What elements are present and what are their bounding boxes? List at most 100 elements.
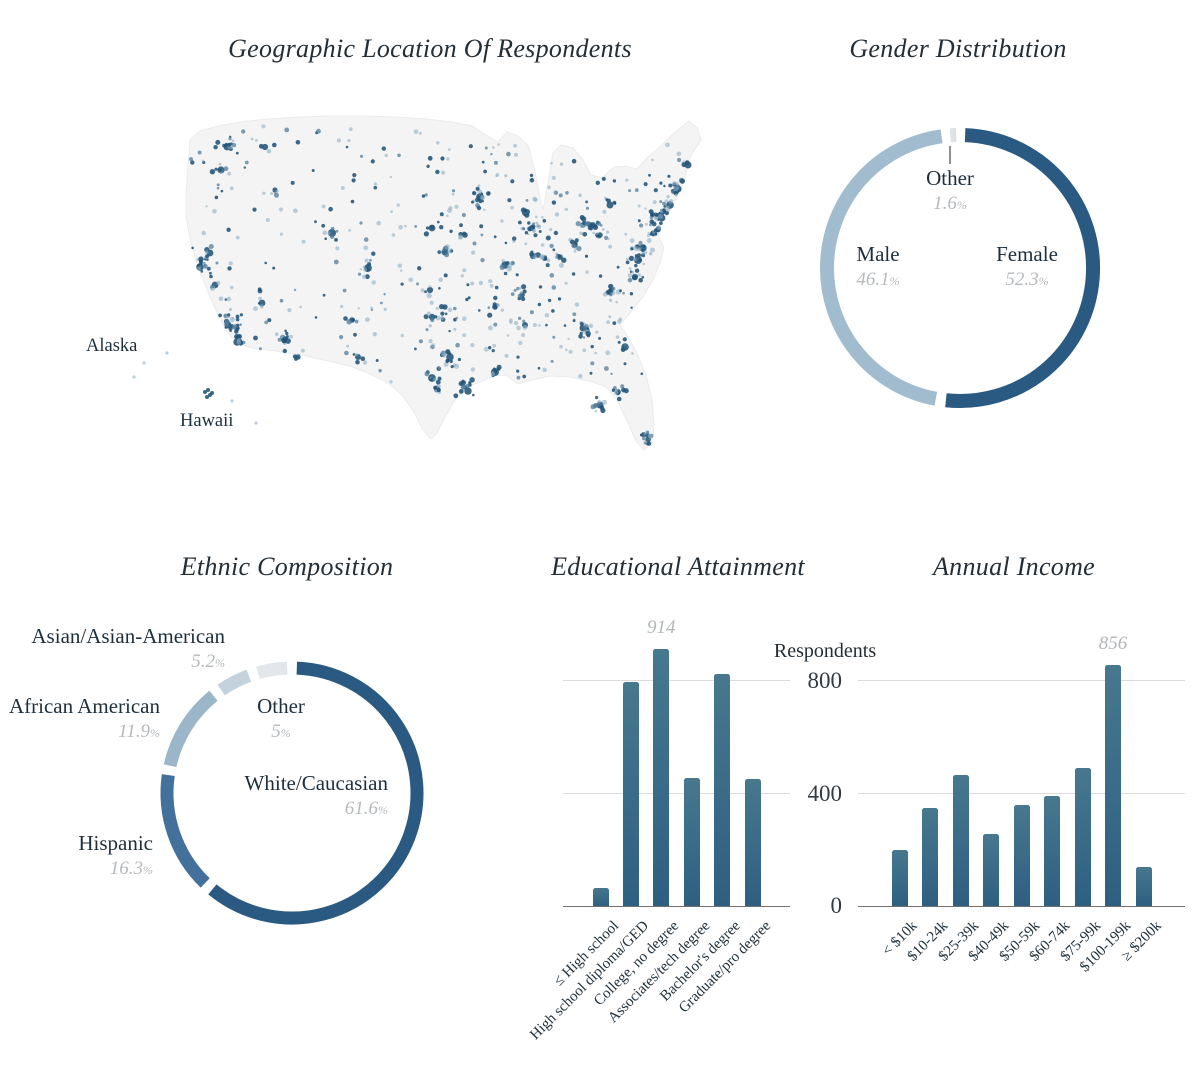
respondent-dot [235, 314, 240, 319]
bar-value-label-100-199k: 856 [1098, 633, 1128, 655]
respondent-dot [653, 188, 658, 193]
respondent-dot [380, 301, 383, 305]
respondent-dot [230, 285, 234, 290]
respondent-dot [648, 173, 651, 177]
respondent-dot [496, 303, 501, 307]
respondent-dot [644, 207, 647, 210]
respondent-dot [274, 332, 279, 337]
respondent-dot [649, 216, 653, 220]
respondent-dot [559, 344, 563, 349]
respondent-dot [621, 387, 626, 393]
respondent-dot [241, 129, 246, 134]
respondent-dot [328, 229, 336, 237]
donut-segment-female [945, 128, 1100, 408]
respondent-dot [516, 369, 520, 373]
respondent-dot [447, 249, 452, 254]
respondent-dot [532, 222, 536, 226]
respondent-dot [551, 285, 557, 290]
respondent-dot [360, 356, 366, 362]
respondent-dot [622, 337, 627, 342]
bar-25-39k [952, 775, 969, 906]
respondent-dot [232, 324, 238, 329]
respondent-dot [585, 331, 591, 337]
respondent-dot [321, 204, 326, 209]
respondent-dot [677, 157, 682, 163]
respondent-dot [492, 302, 497, 307]
respondent-dot [654, 232, 658, 236]
respondent-dot [631, 270, 635, 274]
respondent-dot [424, 290, 427, 294]
respondent-dot [287, 308, 292, 313]
respondent-dot [592, 231, 596, 235]
respondent-dot [481, 160, 485, 164]
donut-segment-male [820, 129, 943, 406]
respondent-dot [532, 323, 537, 327]
respondent-dot [250, 137, 254, 141]
respondent-dot [592, 224, 599, 230]
respondent-dot [252, 207, 257, 212]
respondent-dot [615, 335, 620, 339]
respondent-dot [538, 230, 542, 233]
respondent-dot [521, 284, 527, 290]
respondent-dot [643, 440, 648, 445]
respondent-dot [659, 181, 663, 185]
respondent-dot [541, 216, 544, 219]
respondent-dot [478, 280, 484, 286]
respondent-dot [630, 247, 634, 251]
respondent-dot [353, 332, 357, 337]
respondent-dot [554, 255, 559, 260]
respondent-dot [224, 298, 228, 301]
respondent-dot [408, 277, 414, 283]
respondent-dot [328, 206, 333, 212]
segment-value: 5% [271, 721, 291, 743]
respondent-dot [468, 383, 472, 387]
respondent-dot [215, 139, 221, 145]
respondent-dot [630, 306, 633, 309]
respondent-dot [437, 220, 440, 224]
respondent-dot [518, 220, 522, 225]
respondent-dot [451, 192, 455, 196]
respondent-dot [423, 231, 429, 237]
respondent-dot [437, 376, 442, 381]
respondent-dot [314, 220, 317, 224]
respondent-dot [414, 347, 417, 351]
respondent-dot [610, 372, 613, 375]
respondent-dot [516, 355, 520, 359]
respondent-dot [493, 235, 497, 239]
respondent-dot [578, 193, 582, 198]
respondent-dot [259, 304, 264, 309]
respondent-dot [602, 209, 607, 214]
respondent-dot [209, 274, 213, 279]
respondent-dot [659, 200, 663, 204]
segment-name: Male [856, 242, 900, 266]
segment-value: 5.2% [191, 651, 225, 673]
respondent-dot [642, 436, 646, 441]
respondent-dot [462, 333, 466, 337]
respondent-dot [439, 316, 445, 321]
respondent-dot [230, 324, 234, 328]
respondent-dot [363, 267, 368, 272]
respondent-dot [425, 226, 430, 230]
respondent-dot [231, 142, 237, 148]
respondent-dot [665, 142, 670, 148]
respondent-dot [488, 279, 493, 284]
respondent-dot [480, 258, 485, 263]
respondent-dot [472, 241, 477, 246]
respondent-dot [197, 150, 202, 155]
respondent-dot [658, 213, 663, 219]
respondent-dot [493, 322, 498, 327]
respondent-dot [262, 191, 266, 195]
respondent-dot [532, 230, 535, 233]
respondent-dot [300, 348, 305, 353]
respondent-dot [637, 273, 642, 277]
respondent-dot [397, 263, 403, 269]
respondent-dot [590, 344, 594, 349]
respondent-dot [513, 143, 517, 148]
respondent-dot [490, 372, 495, 377]
respondent-dot [345, 145, 349, 149]
respondent-dot [600, 224, 603, 227]
respondent-dot [292, 208, 298, 214]
respondent-dot [460, 274, 464, 278]
respondent-dot [515, 273, 519, 277]
respondent-dot [213, 145, 218, 150]
